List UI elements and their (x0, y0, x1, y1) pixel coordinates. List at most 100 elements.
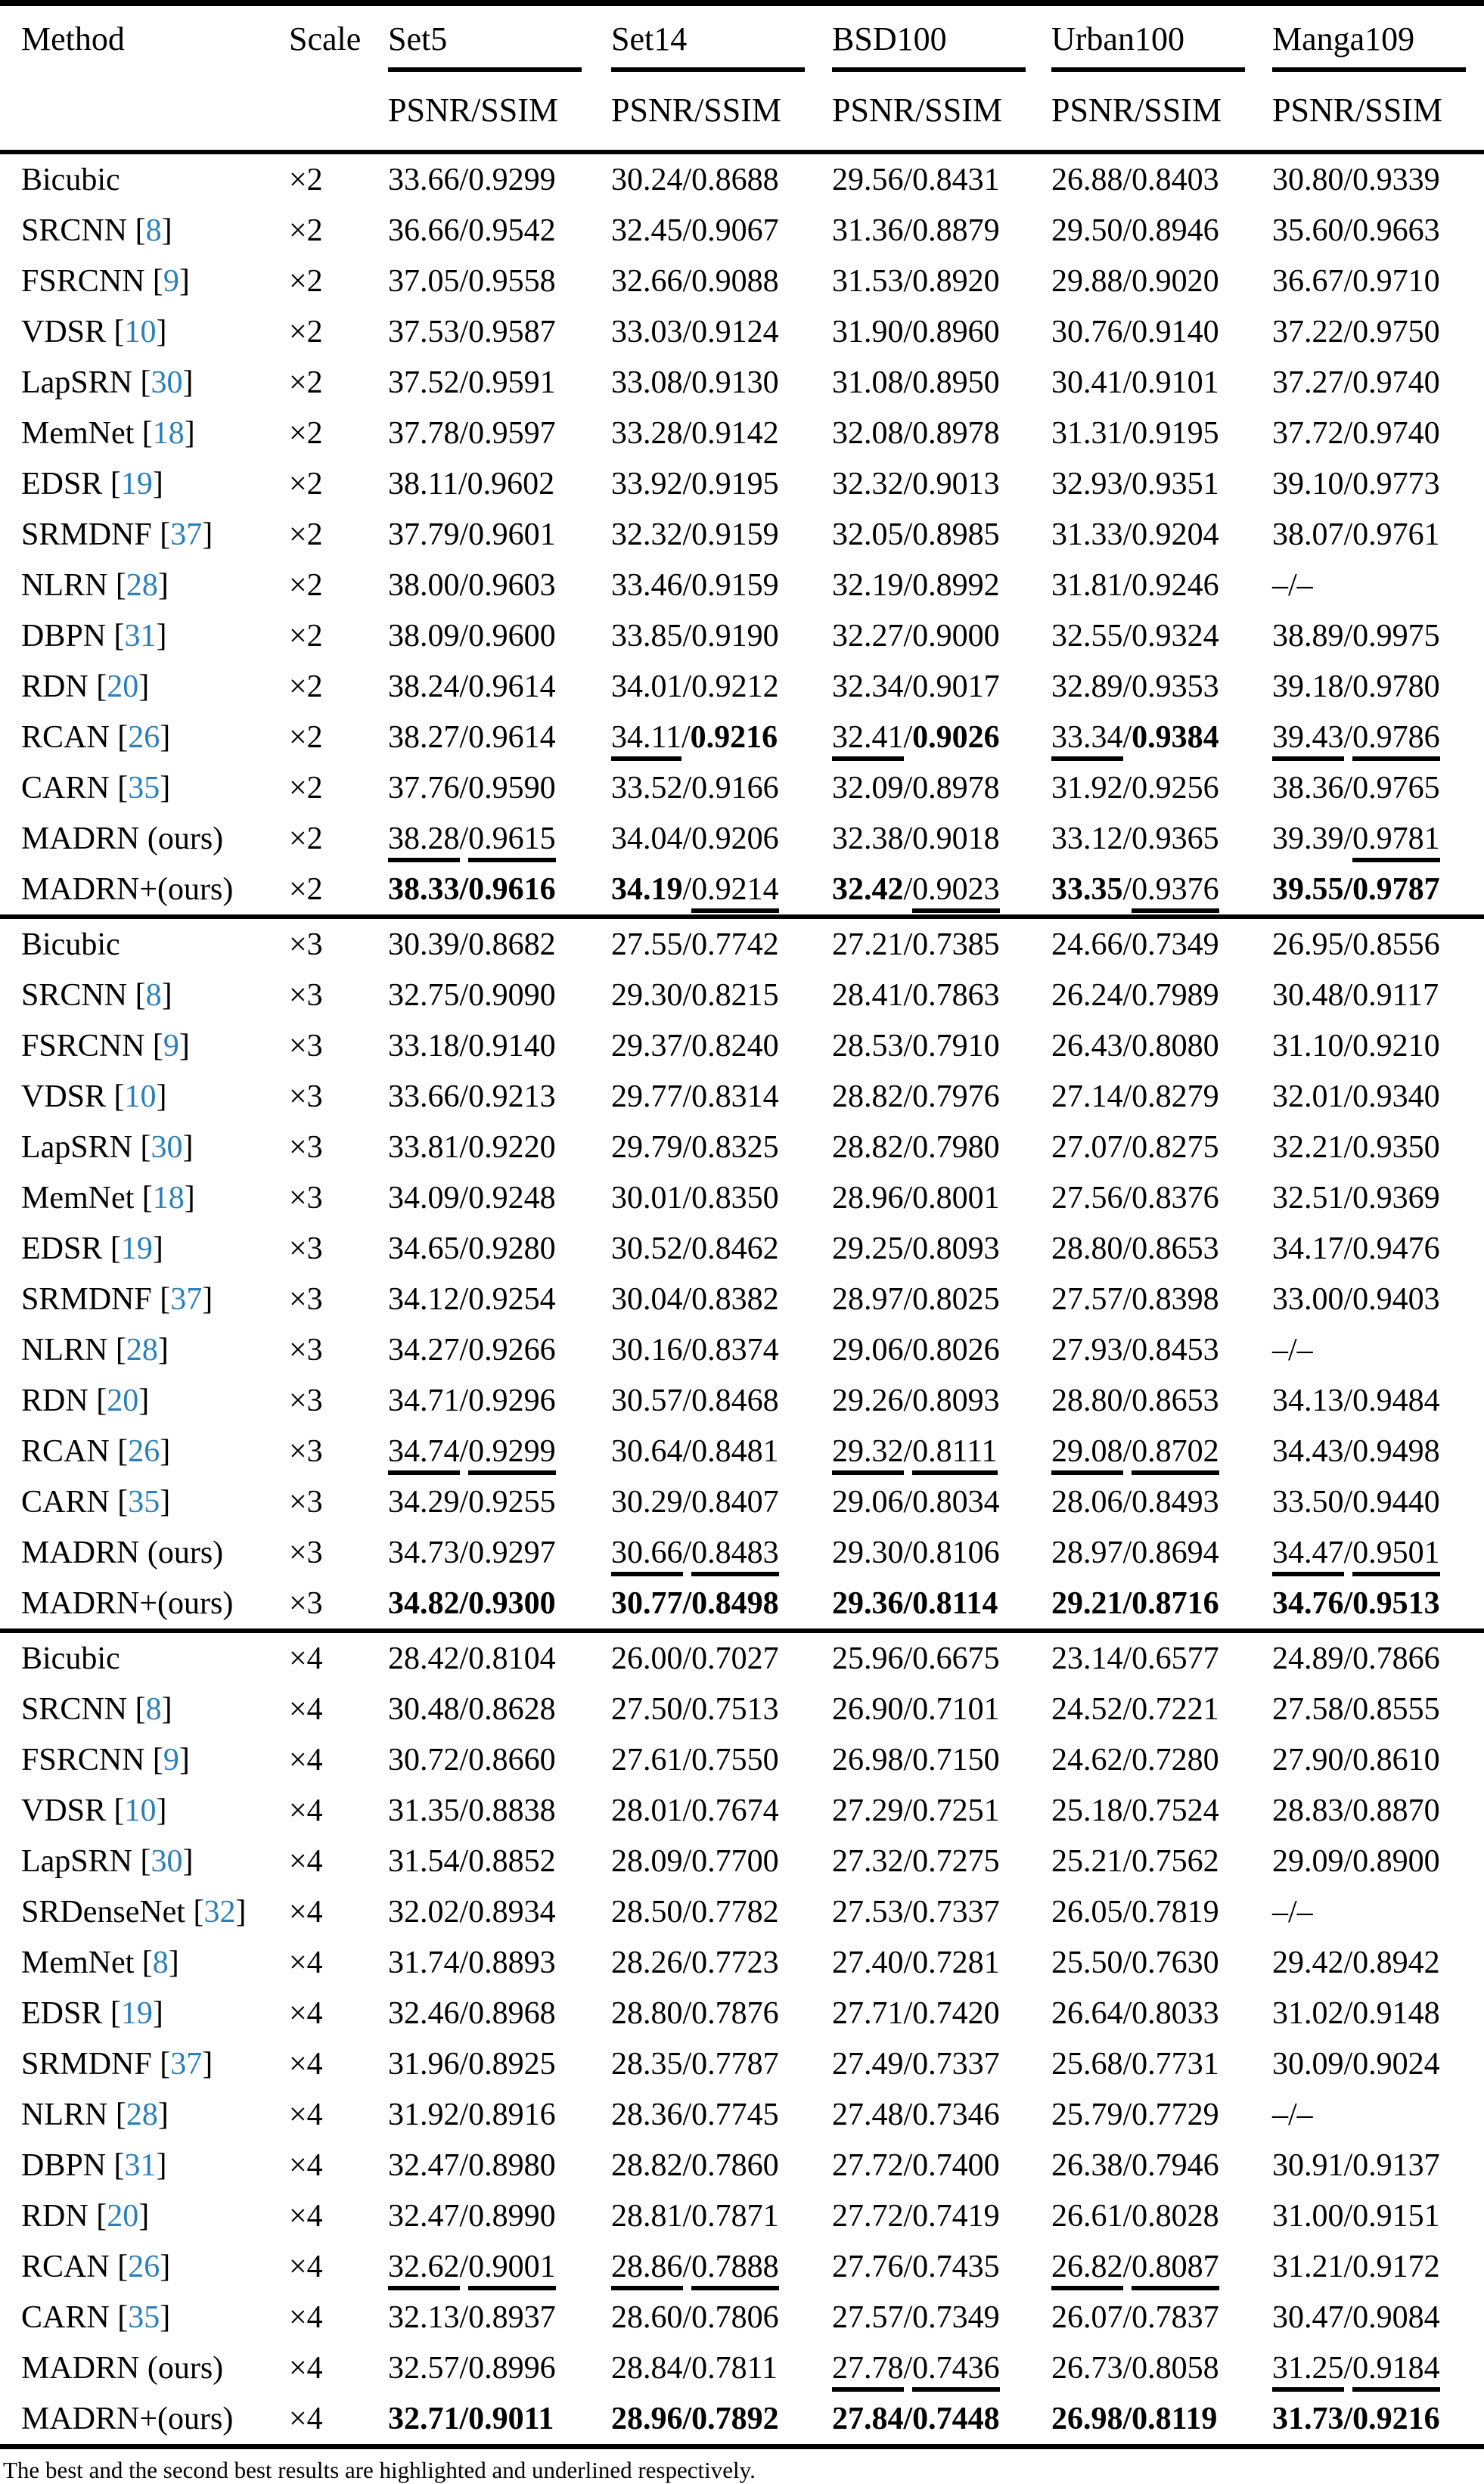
psnr-value: 30.80 (1272, 162, 1344, 197)
citation-bracket: ] (161, 977, 172, 1013)
citation-bracket: ] (182, 1129, 194, 1165)
citation-bracket: [ (96, 669, 107, 704)
citation-link[interactable]: 28 (126, 2097, 158, 2132)
citation-link[interactable]: 26 (128, 1433, 160, 1469)
metric-cell: 25.68/0.7731 (1051, 2038, 1272, 2089)
citation-link[interactable]: 20 (107, 1383, 139, 1418)
citation-link[interactable]: 37 (170, 1281, 203, 1317)
citation-bracket: ] (152, 1995, 163, 2031)
value-separator: / (459, 770, 469, 806)
citation-link[interactable]: 10 (124, 314, 157, 349)
column-header-method: Method (21, 20, 125, 57)
ssim-value: 0.9376 (1132, 871, 1219, 913)
citation-link[interactable]: 37 (170, 517, 203, 552)
ssim-value: 0.9501 (1352, 1535, 1440, 1576)
psnr-value: 33.66 (388, 162, 460, 197)
table-row: RCAN [26] ×4 32.62/0.9001 28.86/0.7888 27.76… (0, 2241, 1484, 2292)
ssim-value: 0.9246 (1132, 567, 1219, 603)
citation-link[interactable]: 28 (126, 1332, 158, 1368)
value-separator: / (459, 263, 469, 299)
citation-link[interactable]: 28 (126, 567, 158, 603)
psnr-value: 34.09 (388, 1180, 460, 1216)
ssim-value: 0.6675 (912, 1641, 1000, 1676)
ssim-value: 0.9614 (468, 669, 556, 704)
citation-link[interactable]: 8 (145, 213, 162, 248)
ssim-value: 0.8033 (1132, 1995, 1219, 2031)
psnr-value: 34.47 (1272, 1535, 1344, 1576)
metric-cell: 38.24/0.9614 (388, 661, 611, 712)
citation-link[interactable]: 9 (163, 263, 179, 299)
value-separator: / (1122, 669, 1132, 704)
metric-cell: 37.53/0.9587 (388, 306, 611, 357)
citation-link[interactable]: 8 (152, 1945, 169, 1980)
citation-link[interactable]: 37 (170, 2046, 203, 2082)
value-separator: / (1122, 162, 1132, 197)
metric-cell: 32.51/0.9369 (1272, 1172, 1484, 1223)
citation-bracket: ] (179, 1028, 190, 1063)
value-separator: / (903, 2350, 913, 2386)
metric-cell: 33.66/0.9213 (388, 1071, 611, 1122)
citation-link[interactable]: 9 (163, 1742, 179, 1778)
value-separator: / (903, 1180, 913, 1216)
ssim-value: 0.7436 (912, 2350, 1000, 2392)
psnr-value: 29.50 (1051, 213, 1123, 248)
value-separator: / (1122, 1793, 1132, 1828)
table-row: VDSR [10] ×4 31.35/0.8838 28.01/0.7674 27.29… (0, 1785, 1484, 1836)
value-separator: / (1343, 2198, 1353, 2234)
ssim-value: 0.8946 (1132, 213, 1219, 248)
metric-cell: 34.73/0.9297 (388, 1527, 611, 1578)
psnr-value: 32.41 (832, 719, 904, 761)
citation-link[interactable]: 35 (128, 770, 160, 806)
citation-link[interactable]: 31 (124, 618, 157, 654)
value-separator: / (1343, 1383, 1353, 1418)
ssim-value: 0.9740 (1352, 365, 1440, 400)
ssim-value: 0.9484 (1352, 1383, 1440, 1418)
metric-cell: 33.81/0.9220 (388, 1122, 611, 1172)
psnr-value: 38.89 (1272, 618, 1344, 654)
ssim-value: 0.9026 (912, 719, 1000, 755)
citation-link[interactable]: 35 (128, 2299, 160, 2335)
citation-link[interactable]: 8 (145, 977, 162, 1013)
value-separator: / (459, 1484, 469, 1520)
citation-bracket: [ (113, 314, 125, 349)
citation-link[interactable]: 18 (152, 1180, 185, 1216)
ssim-value: 0.8279 (1132, 1079, 1219, 1114)
value-separator: / (903, 162, 913, 197)
citation-link[interactable]: 32 (203, 1894, 236, 1930)
citation-link[interactable]: 20 (107, 2198, 139, 2234)
psnr-value: 39.43 (1272, 719, 1344, 761)
metric-cell: 26.98/0.7150 (832, 1734, 1051, 1785)
psnr-value: 28.41 (832, 977, 904, 1013)
citation-bracket: ] (157, 2097, 169, 2132)
metric-cell: 32.75/0.9090 (388, 970, 611, 1020)
citation-link[interactable]: 8 (145, 1691, 162, 1727)
citation-link[interactable]: 10 (124, 1079, 157, 1114)
citation-link[interactable]: 19 (120, 1995, 153, 2031)
citation-link[interactable]: 19 (120, 1231, 153, 1266)
value-separator: / (1343, 1079, 1353, 1114)
citation-link[interactable]: 30 (151, 1129, 183, 1165)
psnr-value: 32.51 (1272, 1180, 1344, 1216)
citation-link[interactable]: 18 (152, 415, 185, 451)
citation-link[interactable]: 30 (151, 365, 183, 400)
citation-link[interactable]: 9 (163, 1028, 179, 1063)
value-separator: / (903, 1484, 913, 1520)
citation-link[interactable]: 35 (128, 1484, 160, 1520)
psnr-value: 32.93 (1051, 466, 1123, 501)
psnr-value: 32.27 (832, 618, 904, 654)
psnr-value: 31.74 (388, 1945, 460, 1980)
value-separator: / (1122, 365, 1132, 400)
metric-cell: 30.47/0.9084 (1272, 2292, 1484, 2343)
citation-link[interactable]: 10 (124, 1793, 157, 1828)
citation-link[interactable]: 20 (107, 669, 139, 704)
citation-link[interactable]: 31 (124, 2147, 157, 2183)
citation-link[interactable]: 19 (120, 466, 153, 501)
ssim-value: 0.7448 (912, 2401, 1000, 2436)
metric-cell: 27.21/0.7385 (832, 914, 1051, 970)
citation-link[interactable]: 26 (128, 719, 160, 755)
psnr-value: 26.05 (1051, 1894, 1123, 1930)
citation-link[interactable]: 30 (151, 1843, 183, 1879)
value-separator: / (1343, 770, 1353, 806)
metric-cell: 25.21/0.7562 (1051, 1836, 1272, 1886)
citation-link[interactable]: 26 (128, 2249, 160, 2284)
